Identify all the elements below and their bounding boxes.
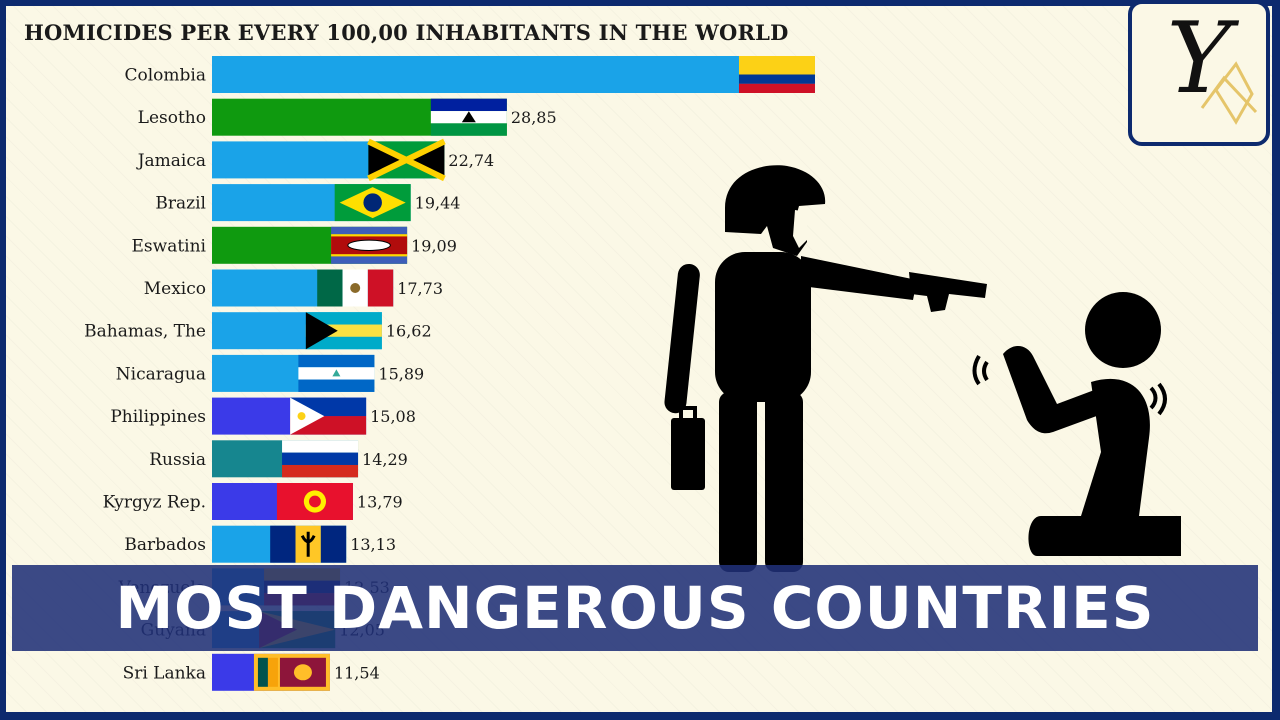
category-label: Philippines — [110, 407, 206, 427]
value-label: 22,74 — [448, 151, 494, 170]
value-label: 28,85 — [511, 108, 557, 127]
gunman-and-victim-icon — [664, 165, 1181, 572]
channel-logo: Y — [1128, 0, 1270, 146]
russia-flag-icon — [282, 440, 359, 478]
brazil-flag-icon — [334, 184, 411, 222]
category-label: Eswatini — [132, 236, 207, 256]
philippines-flag-icon — [290, 397, 367, 435]
jamaica-flag-icon — [367, 138, 446, 182]
bar-row: Sri Lanka 11,54 — [123, 653, 380, 691]
value-label: 13,79 — [357, 493, 403, 512]
category-label: Colombia — [125, 66, 207, 86]
colombia-flag-icon — [738, 56, 815, 93]
bar-row: Barbados 13,13 — [124, 525, 396, 563]
mexico-flag-icon — [317, 269, 394, 307]
bar-row: Eswatini 19,09 — [132, 226, 457, 264]
chart-frame: Colombia Lesotho 28,85 Jamaica 22,74 Brazil 19… — [6, 6, 1272, 712]
logo-ornament-icon — [1200, 61, 1258, 125]
value-label: 15,89 — [378, 364, 424, 383]
nicaragua-flag-icon — [298, 354, 375, 392]
bar-row: Mexico 17,73 — [144, 269, 443, 307]
value-label: 19,44 — [415, 194, 461, 213]
value-label: 17,73 — [397, 279, 443, 298]
category-label: Lesotho — [138, 108, 206, 128]
category-label: Mexico — [144, 279, 206, 299]
bahamas-flag-icon — [305, 312, 382, 350]
kyrgyzstan-flag-icon — [276, 483, 353, 520]
bar-row: Kyrgyz Rep. 13,79 — [103, 483, 403, 520]
bar-row: Russia 14,29 — [149, 440, 408, 478]
bar-row: Colombia — [125, 56, 815, 93]
banner-text: MOST DANGEROUS COUNTRIES — [115, 574, 1155, 642]
eswatini-flag-icon — [331, 226, 408, 264]
sri-lanka-flag-icon — [253, 653, 330, 691]
category-label: Barbados — [124, 535, 206, 555]
barbados-flag-icon — [270, 525, 347, 563]
category-label: Bahamas, The — [84, 322, 206, 342]
value-label: 15,08 — [370, 407, 416, 426]
value-label: 14,29 — [362, 450, 408, 469]
y-logo-icon: Y — [1166, 2, 1232, 116]
bar — [212, 56, 815, 93]
lesotho-flag-icon — [430, 98, 507, 136]
value-label: 19,09 — [411, 236, 457, 255]
bar-row: Nicaragua 15,89 — [116, 354, 424, 392]
category-label: Kyrgyz Rep. — [103, 493, 206, 513]
bar-row: Philippines 15,08 — [110, 397, 416, 435]
value-label: 11,54 — [334, 663, 380, 682]
category-label: Jamaica — [136, 151, 206, 171]
category-label: Nicaragua — [116, 364, 206, 384]
category-label: Russia — [149, 450, 206, 470]
value-label: 16,62 — [386, 322, 432, 341]
bar-row: Jamaica 22,74 — [136, 138, 494, 182]
chart-title: HOMICIDES PER EVERY 100,00 INHABITANTS I… — [24, 20, 789, 45]
title-banner: MOST DANGEROUS COUNTRIES — [12, 565, 1258, 651]
bar-row: Bahamas, The 16,62 — [84, 312, 432, 350]
value-label: 13,13 — [350, 535, 396, 554]
category-label: Sri Lanka — [123, 663, 206, 683]
bar-row: Brazil 19,44 — [155, 184, 461, 222]
bar-row: Lesotho 28,85 — [138, 98, 557, 136]
category-label: Brazil — [155, 194, 206, 214]
